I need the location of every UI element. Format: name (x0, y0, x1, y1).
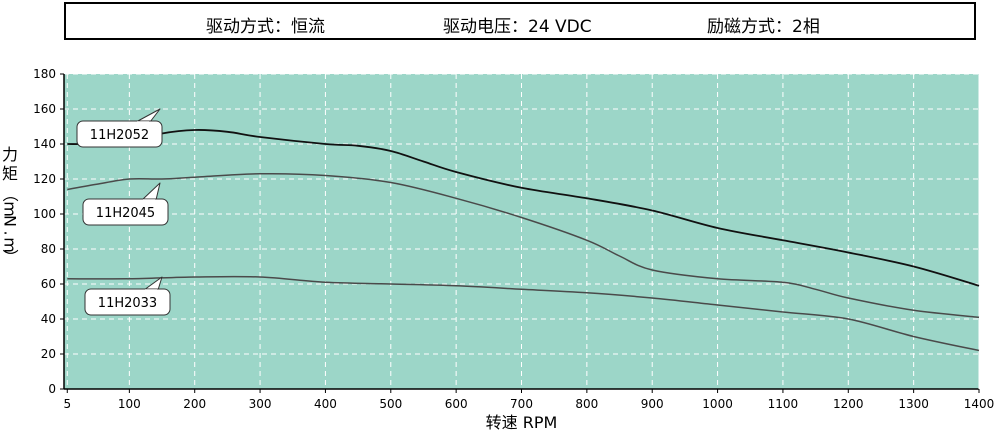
x-tick-label: 200 (183, 397, 206, 411)
series-line-3 (67, 275, 980, 352)
y-axis-title-char: m (1, 237, 20, 253)
y-tick-label: 60 (41, 277, 56, 291)
x-tick-label: 1300 (898, 397, 929, 411)
y-tick-label: 20 (41, 347, 56, 361)
callout-1: 11H2052 (76, 108, 163, 148)
x-tick-label: 300 (249, 397, 272, 411)
series-lines (67, 129, 980, 352)
y-tick-label: 180 (33, 67, 56, 81)
spec-header: 驱动方式：恒流 驱动电压：24 VDC 励磁方式：2相 (64, 2, 976, 40)
x-tick-label: 1100 (768, 397, 799, 411)
y-axis-title-char: 力 (2, 145, 18, 164)
y-tick-label: 80 (41, 242, 56, 256)
y-tick-label: 160 (33, 102, 56, 116)
y-tick-label: 40 (41, 312, 56, 326)
y-axis-title-char: m (1, 201, 20, 217)
x-tick-label: 700 (510, 397, 533, 411)
excitation-label: 励磁方式：2相 (707, 17, 820, 37)
axes (60, 73, 980, 393)
drive-mode-label: 驱动方式：恒流 (206, 17, 325, 37)
series-label: 11H2045 (96, 206, 155, 221)
y-axis-title: 力矩（mN.m） (1, 145, 20, 265)
x-tick-label: 400 (314, 397, 337, 411)
series-line-2 (67, 172, 980, 319)
x-tick-label: 5 (63, 397, 71, 411)
callout-2: 11H2045 (82, 182, 169, 226)
y-axis-title-char: . (1, 230, 20, 235)
x-tick-label: 1200 (833, 397, 864, 411)
drive-voltage-label: 驱动电压：24 VDC (443, 17, 592, 37)
callout-box (76, 120, 163, 148)
callout-box (84, 288, 171, 316)
tick-labels: 0 20 40 60 80 100 120 140 160 180 5 100 200 300 400 500… (33, 67, 994, 411)
x-tick-label: 800 (575, 397, 598, 411)
y-tick-label: 100 (33, 207, 56, 221)
y-axis-title-char: 矩 (2, 164, 18, 183)
y-tick-label: 140 (33, 137, 56, 151)
series-line-1 (67, 129, 980, 287)
callout-3: 11H2033 (84, 276, 171, 316)
series-label: 11H2033 (98, 296, 157, 311)
y-axis-title-char: （ (1, 186, 20, 202)
x-tick-label: 500 (379, 397, 402, 411)
callout-box (82, 198, 169, 226)
x-axis-title: 转速 RPM (486, 413, 558, 432)
y-tick-label: 120 (33, 172, 56, 186)
y-axis-title-char: N (1, 215, 20, 227)
x-tick-label: 1400 (964, 397, 995, 411)
x-tick-label: 600 (445, 397, 468, 411)
series-callouts: 11H2052 11H2045 11H2033 (76, 108, 171, 316)
x-tick-label: 100 (118, 397, 141, 411)
x-tick-label: 1000 (702, 397, 733, 411)
y-axis-title-char: ） (1, 249, 20, 265)
series-label: 11H2052 (90, 128, 149, 143)
x-tick-label: 900 (641, 397, 664, 411)
y-tick-label: 0 (48, 382, 56, 396)
